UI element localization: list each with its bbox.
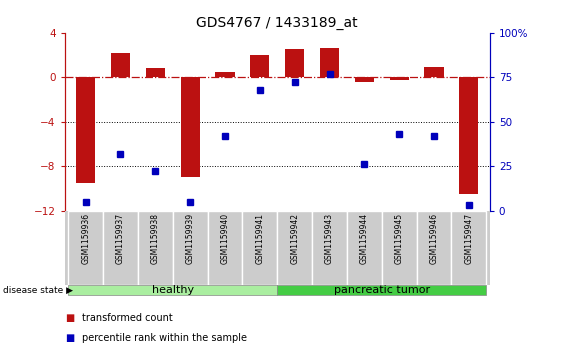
- Text: GSM1159937: GSM1159937: [116, 213, 125, 264]
- Bar: [278, 211, 312, 285]
- Bar: [285, 49, 304, 77]
- Title: GDS4767 / 1433189_at: GDS4767 / 1433189_at: [196, 16, 358, 30]
- Bar: [312, 211, 347, 285]
- Bar: [68, 211, 103, 285]
- Bar: [390, 77, 409, 81]
- Text: ■: ■: [65, 333, 74, 343]
- Text: GSM1159939: GSM1159939: [186, 213, 195, 264]
- Text: pancreatic tumor: pancreatic tumor: [334, 285, 430, 295]
- Text: healthy: healthy: [151, 285, 194, 295]
- Bar: [111, 53, 130, 77]
- Text: percentile rank within the sample: percentile rank within the sample: [82, 333, 247, 343]
- Bar: [459, 77, 479, 194]
- Bar: [278, 285, 486, 295]
- Bar: [320, 48, 339, 77]
- Text: GSM1159944: GSM1159944: [360, 213, 369, 264]
- Text: GSM1159936: GSM1159936: [81, 213, 90, 264]
- Text: GSM1159945: GSM1159945: [395, 213, 404, 264]
- Bar: [452, 211, 486, 285]
- Bar: [76, 77, 95, 183]
- Bar: [208, 211, 243, 285]
- Bar: [382, 211, 417, 285]
- Text: GSM1159947: GSM1159947: [464, 213, 473, 264]
- Bar: [425, 67, 444, 77]
- Bar: [347, 211, 382, 285]
- Bar: [355, 77, 374, 82]
- Text: ■: ■: [65, 313, 74, 323]
- Bar: [243, 211, 278, 285]
- Bar: [181, 77, 200, 177]
- Text: GSM1159943: GSM1159943: [325, 213, 334, 264]
- Bar: [173, 211, 208, 285]
- Bar: [103, 211, 138, 285]
- Text: GSM1159942: GSM1159942: [290, 213, 299, 264]
- Bar: [251, 55, 270, 77]
- Bar: [216, 72, 235, 77]
- Bar: [68, 285, 278, 295]
- Text: GSM1159940: GSM1159940: [221, 213, 230, 264]
- Text: transformed count: transformed count: [82, 313, 172, 323]
- Text: GSM1159941: GSM1159941: [256, 213, 265, 264]
- Bar: [417, 211, 452, 285]
- Text: GSM1159946: GSM1159946: [430, 213, 439, 264]
- Bar: [146, 68, 165, 77]
- Bar: [138, 211, 173, 285]
- Text: disease state ▶: disease state ▶: [3, 286, 73, 295]
- Text: GSM1159938: GSM1159938: [151, 213, 160, 264]
